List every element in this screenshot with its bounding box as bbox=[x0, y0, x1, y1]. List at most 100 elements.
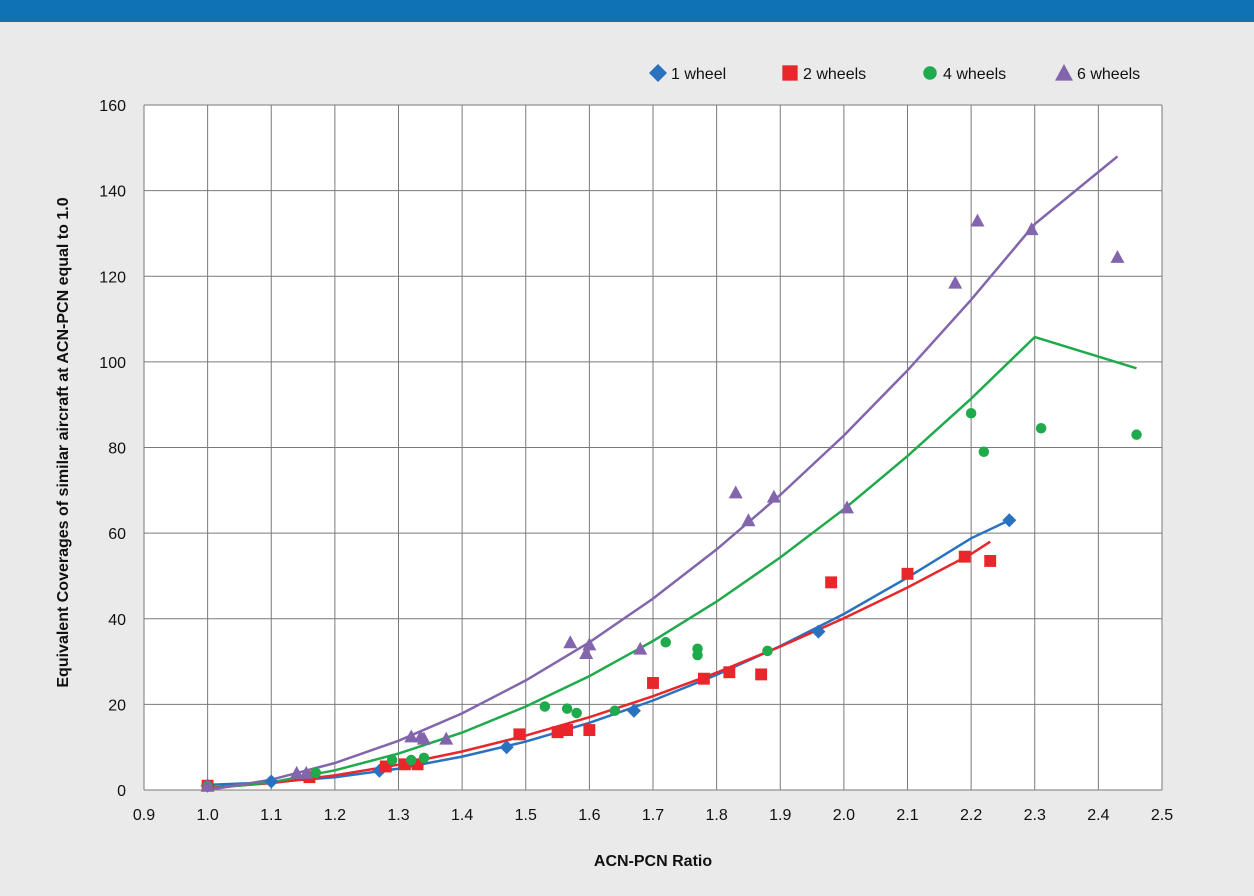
x-tick-label: 2.4 bbox=[1087, 807, 1109, 824]
x-axis-ticks: 0.9 1.0 1.1 1.2 1.3 1.4 1.5 1.6 1.7 1.8 1.9 2.0 2.1 2… bbox=[133, 807, 1173, 824]
point-triangle bbox=[416, 731, 431, 745]
point-circle bbox=[965, 408, 977, 419]
x-tick-label: 2.1 bbox=[896, 807, 918, 824]
point-circle bbox=[386, 754, 398, 766]
x-tick-label: 1.7 bbox=[642, 807, 664, 824]
point-triangle bbox=[948, 275, 963, 289]
point-diamond bbox=[264, 774, 279, 789]
y-tick-label: 60 bbox=[108, 526, 126, 543]
legend: 1 wheel 2 wheels 4 wheels 6 wheels bbox=[649, 64, 1140, 83]
point-square bbox=[697, 672, 710, 685]
point-triangle bbox=[633, 641, 648, 655]
y-tick-label: 20 bbox=[108, 697, 126, 714]
point-triangle bbox=[579, 646, 594, 659]
point-square bbox=[755, 668, 768, 681]
y-tick-label: 160 bbox=[99, 98, 126, 115]
point-triangle bbox=[840, 500, 855, 514]
point-square bbox=[825, 576, 838, 589]
point-triangle bbox=[728, 485, 743, 499]
trendline-square bbox=[207, 540, 991, 790]
point-square bbox=[647, 677, 659, 689]
point-triangle bbox=[766, 489, 781, 503]
point-triangle bbox=[404, 729, 419, 743]
y-tick-label: 40 bbox=[108, 612, 126, 629]
trendline-triangle bbox=[207, 155, 1119, 792]
point-circle bbox=[310, 767, 322, 779]
point-square bbox=[411, 758, 424, 771]
point-triangle bbox=[582, 637, 597, 651]
legend-marker-triangle bbox=[1055, 64, 1073, 81]
x-tick-label: 1.9 bbox=[769, 807, 791, 824]
point-circle bbox=[405, 754, 417, 766]
point-circle bbox=[1131, 429, 1142, 440]
header-band bbox=[0, 0, 1254, 22]
x-tick-label: 1.3 bbox=[387, 807, 409, 824]
y-tick-label: 100 bbox=[99, 355, 126, 372]
point-diamond bbox=[1002, 513, 1017, 528]
point-circle bbox=[978, 446, 990, 458]
point-diamond bbox=[811, 624, 826, 639]
x-tick-label: 1.2 bbox=[324, 807, 346, 824]
point-square bbox=[958, 550, 971, 563]
point-circle bbox=[571, 707, 582, 719]
point-square bbox=[551, 726, 564, 739]
point-triangle bbox=[299, 765, 314, 779]
point-square bbox=[723, 666, 736, 679]
legend-marker-circle bbox=[923, 66, 937, 80]
trend-lines bbox=[207, 155, 1137, 792]
x-tick-label: 1.1 bbox=[260, 807, 282, 824]
y-tick-label: 140 bbox=[99, 184, 126, 201]
point-triangle bbox=[289, 765, 304, 779]
point-square bbox=[398, 758, 411, 771]
x-tick-label: 1.8 bbox=[706, 807, 728, 824]
legend-label: 6 wheels bbox=[1077, 66, 1140, 83]
y-tick-label: 80 bbox=[108, 441, 126, 458]
trendline-circle bbox=[207, 335, 1137, 790]
point-circle bbox=[692, 649, 703, 661]
trendline-diamond bbox=[207, 519, 1010, 787]
x-tick-label: 2.3 bbox=[1024, 807, 1046, 824]
x-tick-label: 1.6 bbox=[578, 807, 600, 824]
legend-marker-square bbox=[782, 65, 798, 81]
legend-label: 1 wheel bbox=[671, 66, 726, 83]
legend-marker-diamond bbox=[649, 64, 667, 82]
y-axis-title: Equivalent Coverages of similar aircraft… bbox=[55, 197, 72, 687]
point-square bbox=[379, 760, 392, 773]
point-diamond bbox=[499, 740, 514, 755]
legend-label: 4 wheels bbox=[943, 66, 1006, 83]
point-circle bbox=[539, 701, 551, 712]
point-circle bbox=[762, 645, 773, 657]
point-diamond bbox=[626, 703, 641, 718]
x-tick-label: 1.0 bbox=[197, 807, 219, 824]
y-axis-ticks: 0 20 40 60 80 100 120 140 160 bbox=[99, 98, 126, 800]
x-tick-label: 2.0 bbox=[833, 807, 855, 824]
x-tick-label: 2.5 bbox=[1151, 807, 1173, 824]
point-circle bbox=[660, 637, 671, 648]
data-points bbox=[200, 213, 1142, 793]
y-tick-label: 0 bbox=[117, 783, 126, 800]
x-tick-label: 2.2 bbox=[960, 807, 982, 824]
point-triangle bbox=[563, 635, 578, 649]
point-triangle bbox=[970, 213, 985, 227]
x-axis-title: ACN-PCN Ratio bbox=[594, 853, 712, 870]
x-tick-label: 1.4 bbox=[451, 807, 473, 824]
point-square bbox=[513, 728, 526, 741]
point-triangle bbox=[200, 778, 215, 792]
point-circle bbox=[1035, 422, 1047, 434]
point-triangle bbox=[1024, 222, 1039, 236]
x-tick-label: 1.5 bbox=[515, 807, 537, 824]
point-triangle bbox=[439, 731, 454, 745]
point-circle bbox=[609, 705, 621, 717]
point-triangle bbox=[1110, 249, 1125, 263]
point-triangle bbox=[741, 513, 756, 527]
y-tick-label: 120 bbox=[99, 269, 126, 286]
point-circle bbox=[418, 752, 430, 764]
point-square bbox=[901, 567, 914, 580]
point-circle bbox=[561, 703, 573, 714]
legend-label: 2 wheels bbox=[803, 66, 866, 83]
x-tick-label: 0.9 bbox=[133, 807, 155, 824]
point-square bbox=[984, 555, 997, 567]
point-square bbox=[561, 724, 574, 737]
point-square bbox=[583, 724, 596, 737]
